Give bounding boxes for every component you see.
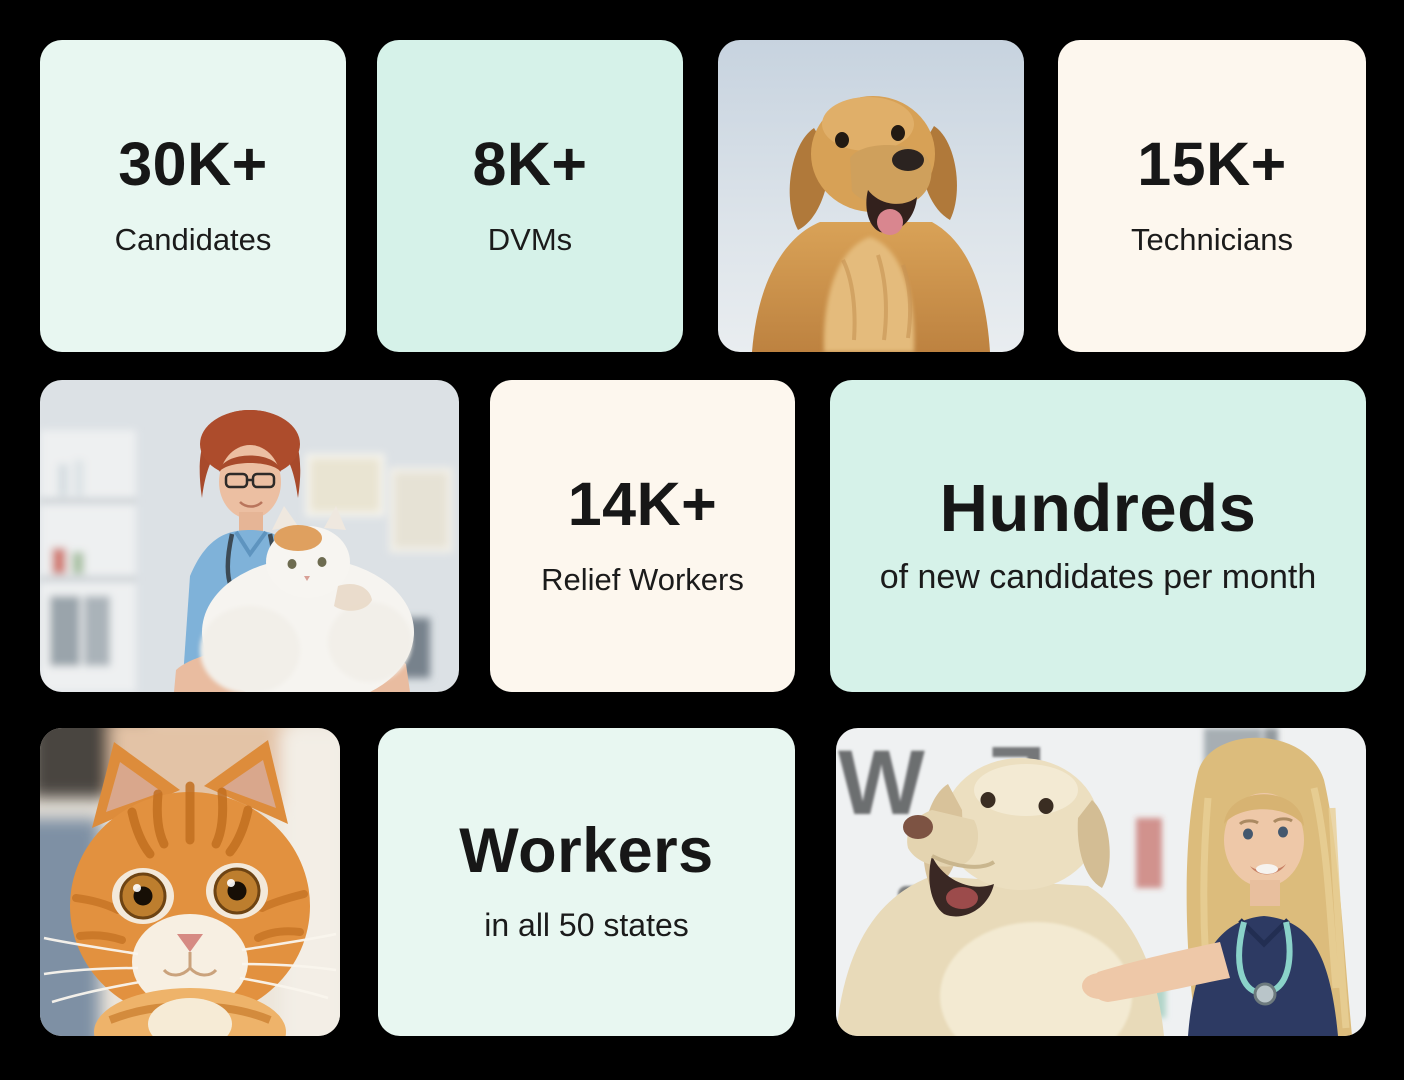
vet-with-cat-photo (40, 380, 459, 692)
golden-retriever-photo (718, 40, 1024, 352)
stat-card-dvms: 8K+ DVMs (377, 40, 683, 352)
stat-label-relief-workers: Relief Workers (541, 562, 744, 598)
stat-card-candidates: 30K+ Candidates (40, 40, 346, 352)
stat-label-candidates: Candidates (114, 222, 272, 258)
orange-cat-illustration (40, 728, 340, 1036)
stat-card-new-candidates: Hundreds of new candidates per month (830, 380, 1366, 692)
stat-value-workers: Workers (459, 816, 714, 887)
stat-card-technicians: 15K+ Technicians (1058, 40, 1366, 352)
stat-label-dvms: DVMs (487, 222, 573, 258)
stat-value-relief-workers: 14K+ (567, 470, 718, 539)
stat-label-new-candidates: of new candidates per month (879, 557, 1317, 596)
stat-value-technicians: 15K+ (1137, 130, 1287, 199)
vet-with-dog-illustration: W E (836, 728, 1366, 1036)
stat-value-candidates: 30K+ (118, 130, 268, 199)
stat-label-technicians: Technicians (1131, 222, 1293, 258)
stat-value-new-candidates: Hundreds (939, 470, 1257, 546)
vet-with-cat-illustration (40, 380, 459, 692)
stat-value-dvms: 8K+ (472, 130, 588, 199)
vet-with-dog-photo: W E (836, 728, 1366, 1036)
orange-cat-photo (40, 728, 340, 1036)
stat-card-relief-workers: 14K+ Relief Workers (490, 380, 795, 692)
stat-label-workers: in all 50 states (484, 907, 689, 944)
golden-retriever-illustration (718, 40, 1024, 352)
stat-card-workers: Workers in all 50 states (378, 728, 795, 1036)
